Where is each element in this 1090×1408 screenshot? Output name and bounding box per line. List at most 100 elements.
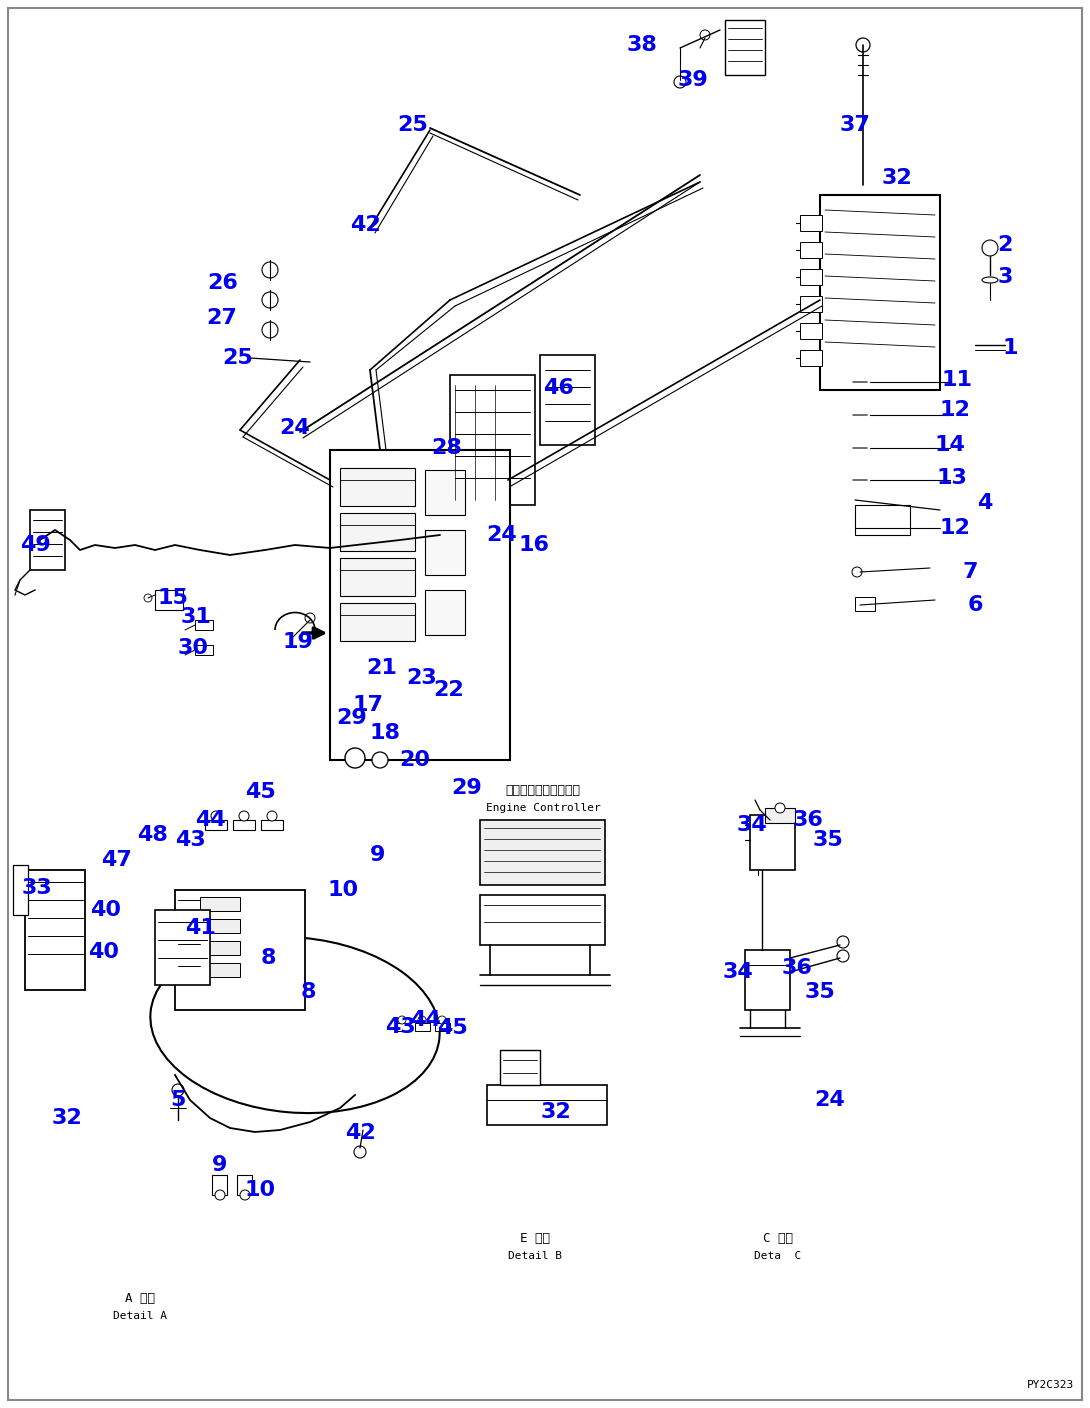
Bar (425, 470, 465, 515)
Bar (744, 950, 790, 1010)
Circle shape (240, 1190, 250, 1200)
Bar (340, 603, 415, 641)
Text: 34: 34 (737, 815, 767, 835)
Text: 32: 32 (51, 1108, 83, 1128)
Text: 12: 12 (940, 400, 970, 420)
Bar (330, 451, 510, 760)
Circle shape (982, 239, 998, 256)
Text: 15: 15 (158, 589, 189, 608)
Bar (195, 645, 213, 655)
Bar (800, 242, 822, 258)
Bar (425, 529, 465, 574)
Text: 40: 40 (90, 900, 121, 919)
Text: 8: 8 (300, 981, 316, 1002)
Bar (211, 1176, 227, 1195)
Bar (425, 590, 465, 635)
Text: 25: 25 (398, 115, 428, 135)
Text: Detail B: Detail B (508, 1250, 562, 1262)
Bar (750, 815, 795, 870)
Circle shape (262, 291, 278, 308)
Text: 45: 45 (437, 1018, 468, 1038)
Text: 19: 19 (282, 632, 314, 652)
Text: 35: 35 (813, 829, 844, 850)
Text: 8: 8 (261, 948, 276, 969)
Text: 22: 22 (434, 680, 464, 700)
Circle shape (267, 811, 277, 821)
Bar (395, 1024, 410, 1031)
Text: 9: 9 (213, 1155, 228, 1176)
Text: 25: 25 (222, 348, 253, 367)
Text: 9: 9 (371, 845, 386, 865)
Circle shape (262, 322, 278, 338)
Text: 33: 33 (22, 879, 52, 898)
Bar (205, 819, 227, 829)
Circle shape (398, 1017, 405, 1024)
Text: 10: 10 (327, 880, 359, 900)
Bar (800, 351, 822, 366)
Text: 41: 41 (184, 918, 216, 938)
Text: 48: 48 (137, 825, 169, 845)
Circle shape (837, 950, 849, 962)
Bar (175, 890, 305, 1010)
Bar (340, 558, 415, 596)
Ellipse shape (982, 277, 998, 283)
Bar (195, 620, 213, 629)
Circle shape (372, 752, 388, 767)
Text: 20: 20 (400, 750, 431, 770)
Text: 36: 36 (782, 957, 812, 979)
Circle shape (837, 936, 849, 948)
Bar (199, 941, 240, 955)
Text: 43: 43 (385, 1017, 415, 1038)
Bar (855, 505, 910, 535)
Bar (765, 808, 795, 824)
Circle shape (852, 567, 862, 577)
Bar (415, 1024, 429, 1031)
Text: 47: 47 (100, 850, 132, 870)
Text: 31: 31 (181, 607, 211, 627)
Circle shape (144, 594, 152, 603)
Circle shape (211, 811, 221, 821)
Bar (800, 215, 822, 231)
Bar (13, 865, 28, 915)
Text: 26: 26 (207, 273, 239, 293)
Bar (450, 375, 535, 505)
Bar (155, 590, 183, 610)
Text: 38: 38 (627, 35, 657, 55)
Bar (25, 870, 85, 990)
Text: 13: 13 (936, 467, 968, 489)
Text: 23: 23 (407, 667, 437, 689)
Text: エンジンコントローラ: エンジンコントローラ (506, 783, 581, 797)
Text: 7: 7 (962, 562, 978, 582)
Circle shape (215, 1190, 225, 1200)
Text: 30: 30 (178, 638, 208, 658)
Text: 11: 11 (942, 370, 972, 390)
Circle shape (305, 612, 315, 622)
Bar (435, 1024, 450, 1031)
Text: 3: 3 (997, 268, 1013, 287)
Bar (199, 919, 240, 934)
Bar (155, 910, 210, 986)
Text: E 詳細: E 詳細 (520, 1232, 550, 1245)
Text: 32: 32 (541, 1102, 571, 1122)
Bar (480, 895, 605, 945)
Text: C 詳細: C 詳細 (763, 1232, 794, 1245)
Text: 44: 44 (195, 810, 226, 829)
Text: 17: 17 (352, 696, 384, 715)
Text: 24: 24 (486, 525, 518, 545)
Bar (800, 269, 822, 284)
Text: 2: 2 (997, 235, 1013, 255)
Bar (800, 322, 822, 339)
Bar (487, 1086, 607, 1125)
Text: A 詳細: A 詳細 (125, 1291, 155, 1304)
Bar (855, 597, 875, 611)
Bar (820, 194, 940, 390)
Text: Engine Controller: Engine Controller (486, 803, 601, 812)
Circle shape (346, 748, 365, 767)
Text: 27: 27 (207, 308, 238, 328)
Circle shape (438, 1017, 446, 1024)
Ellipse shape (150, 936, 439, 1114)
Bar (340, 467, 415, 505)
Circle shape (700, 30, 710, 39)
Text: 49: 49 (20, 535, 50, 555)
Circle shape (417, 1017, 426, 1024)
